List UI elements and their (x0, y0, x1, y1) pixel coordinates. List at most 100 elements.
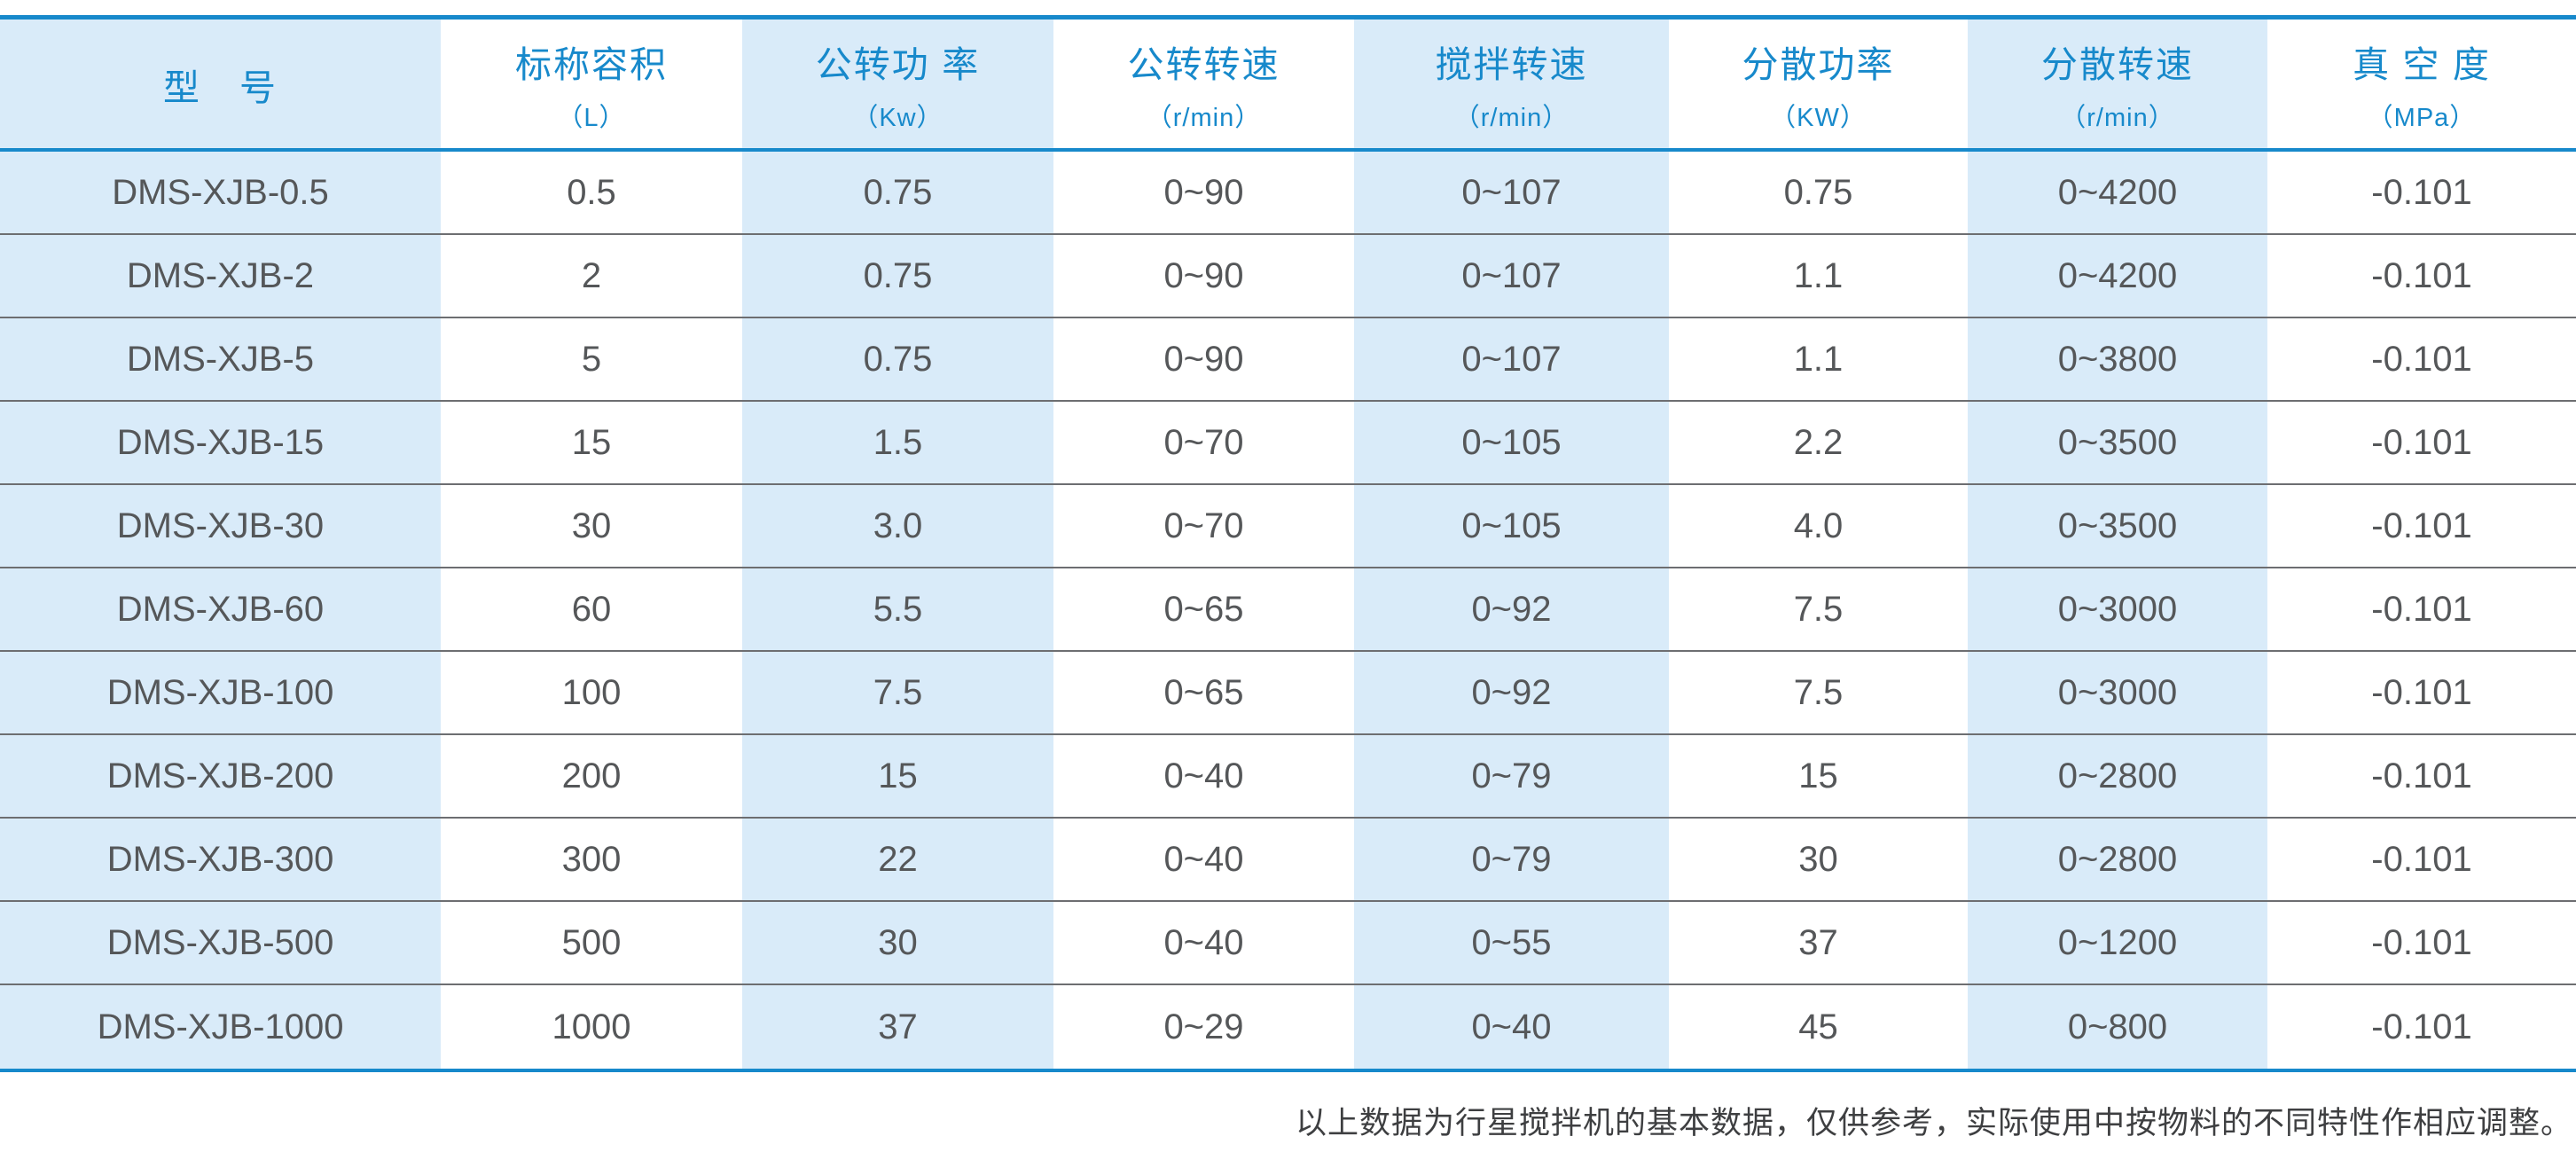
value-cell: 7.5 (1669, 568, 1968, 650)
value-cell: 2.2 (1669, 402, 1968, 483)
value-cell: 0.75 (1669, 152, 1968, 233)
value-cell: 0~105 (1354, 485, 1669, 567)
spec-table: 型 号 标称容积 （L） 公转功 率 （Kw） 公转转速 （r/min） 搅拌转… (0, 15, 2576, 1072)
value-cell: 0~70 (1053, 402, 1354, 483)
value-cell: 5 (441, 318, 742, 400)
value-cell: 0~79 (1354, 819, 1669, 900)
value-cell: 0~55 (1354, 902, 1669, 984)
model-cell: DMS-XJB-100 (0, 652, 441, 733)
model-cell: DMS-XJB-300 (0, 819, 441, 900)
value-cell: -0.101 (2267, 652, 2576, 733)
value-cell: -0.101 (2267, 485, 2576, 567)
header-unit: （L） (557, 103, 626, 132)
header-unit: （Kw） (852, 103, 943, 132)
value-cell: 0~40 (1354, 985, 1669, 1069)
model-cell: DMS-XJB-60 (0, 568, 441, 650)
value-cell: 1.1 (1669, 235, 1968, 317)
value-cell: -0.101 (2267, 235, 2576, 317)
value-cell: 0~4200 (1968, 235, 2267, 317)
value-cell: 7.5 (1669, 652, 1968, 733)
value-cell: 300 (441, 819, 742, 900)
value-cell: 0~3500 (1968, 485, 2267, 567)
header-label: 搅拌转速 (1435, 43, 1588, 85)
header-unit: （r/min） (1453, 103, 1570, 132)
value-cell: 0~800 (1968, 985, 2267, 1069)
table-body: DMS-XJB-0.5 0.5 0.75 0~90 0~107 0.75 0~4200 -0.… (0, 152, 2576, 1069)
value-cell: 0.75 (742, 235, 1053, 317)
value-cell: -0.101 (2267, 735, 2576, 817)
value-cell: 15 (441, 402, 742, 483)
table-header-row: 型 号 标称容积 （L） 公转功 率 （Kw） 公转转速 （r/min） 搅拌转… (0, 20, 2576, 152)
header-label: 型 号 (163, 67, 278, 108)
header-unit: （KW） (1770, 103, 1867, 132)
table-row: DMS-XJB-60 60 5.5 0~65 0~92 7.5 0~3000 -0.101 (0, 568, 2576, 652)
value-cell: 0.75 (742, 152, 1053, 233)
header-label: 分散转速 (2041, 43, 2194, 85)
value-cell: -0.101 (2267, 402, 2576, 483)
value-cell: 60 (441, 568, 742, 650)
value-cell: 0~4200 (1968, 152, 2267, 233)
value-cell: 0~40 (1053, 735, 1354, 817)
value-cell: 30 (441, 485, 742, 567)
table-row: DMS-XJB-300 300 22 0~40 0~79 30 0~2800 -0.101 (0, 819, 2576, 902)
value-cell: 0~65 (1053, 652, 1354, 733)
value-cell: 0.5 (441, 152, 742, 233)
value-cell: 30 (1669, 819, 1968, 900)
header-cell-model: 型 号 (0, 20, 441, 148)
value-cell: -0.101 (2267, 985, 2576, 1069)
value-cell: 2 (441, 235, 742, 317)
header-cell-dispersion-speed: 分散转速 （r/min） (1968, 20, 2267, 148)
value-cell: 0~92 (1354, 652, 1669, 733)
value-cell: 0~90 (1053, 235, 1354, 317)
value-cell: -0.101 (2267, 568, 2576, 650)
model-cell: DMS-XJB-15 (0, 402, 441, 483)
value-cell: 0~107 (1354, 235, 1669, 317)
value-cell: 0~3000 (1968, 568, 2267, 650)
value-cell: 0~107 (1354, 318, 1669, 400)
header-cell-vacuum-degree: 真 空 度 （MPa） (2267, 20, 2576, 148)
value-cell: 100 (441, 652, 742, 733)
value-cell: 0~40 (1053, 902, 1354, 984)
header-unit: （r/min） (2060, 103, 2175, 132)
value-cell: -0.101 (2267, 902, 2576, 984)
table-row: DMS-XJB-5 5 0.75 0~90 0~107 1.1 0~3800 -0.101 (0, 318, 2576, 402)
value-cell: 7.5 (742, 652, 1053, 733)
value-cell: 0.75 (742, 318, 1053, 400)
header-label: 分散功率 (1742, 43, 1895, 85)
value-cell: 0~105 (1354, 402, 1669, 483)
value-cell: 0~79 (1354, 735, 1669, 817)
table-row: DMS-XJB-200 200 15 0~40 0~79 15 0~2800 -0.101 (0, 735, 2576, 819)
table-row: DMS-XJB-15 15 1.5 0~70 0~105 2.2 0~3500 -0.101 (0, 402, 2576, 485)
value-cell: 1000 (441, 985, 742, 1069)
value-cell: 0~92 (1354, 568, 1669, 650)
value-cell: 5.5 (742, 568, 1053, 650)
value-cell: 0~29 (1053, 985, 1354, 1069)
value-cell: 1.5 (742, 402, 1053, 483)
value-cell: 30 (742, 902, 1053, 984)
value-cell: -0.101 (2267, 152, 2576, 233)
header-label: 真 空 度 (2353, 43, 2491, 85)
value-cell: 0~90 (1053, 318, 1354, 400)
model-cell: DMS-XJB-5 (0, 318, 441, 400)
table-row: DMS-XJB-1000 1000 37 0~29 0~40 45 0~800 -0.101 (0, 985, 2576, 1069)
value-cell: 0~3500 (1968, 402, 2267, 483)
value-cell: 22 (742, 819, 1053, 900)
table-row: DMS-XJB-100 100 7.5 0~65 0~92 7.5 0~3000 -0.101 (0, 652, 2576, 735)
value-cell: 500 (441, 902, 742, 984)
value-cell: -0.101 (2267, 318, 2576, 400)
value-cell: 15 (742, 735, 1053, 817)
header-unit: （r/min） (1146, 103, 1262, 132)
model-cell: DMS-XJB-2 (0, 235, 441, 317)
value-cell: 37 (1669, 902, 1968, 984)
model-cell: DMS-XJB-1000 (0, 985, 441, 1069)
value-cell: 0~107 (1354, 152, 1669, 233)
value-cell: 0~70 (1053, 485, 1354, 567)
value-cell: 0~65 (1053, 568, 1354, 650)
value-cell: 4.0 (1669, 485, 1968, 567)
model-cell: DMS-XJB-200 (0, 735, 441, 817)
model-cell: DMS-XJB-500 (0, 902, 441, 984)
value-cell: 0~3000 (1968, 652, 2267, 733)
value-cell: 15 (1669, 735, 1968, 817)
value-cell: 0~90 (1053, 152, 1354, 233)
